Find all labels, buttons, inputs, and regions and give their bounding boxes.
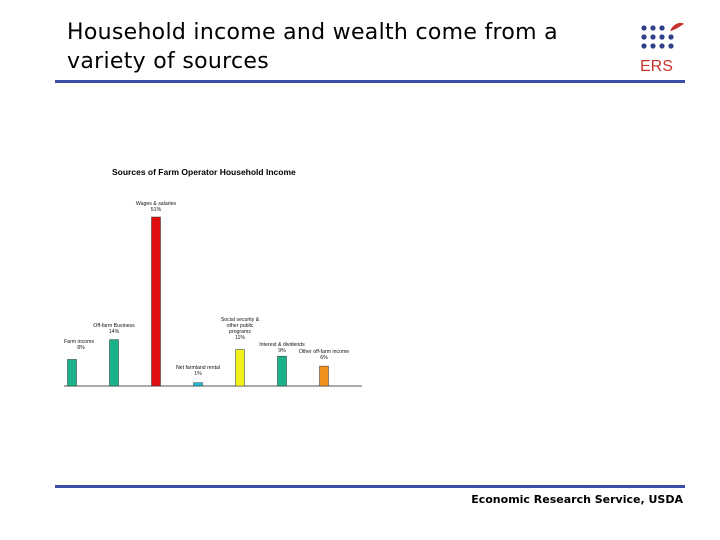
value-label-1: 8% <box>77 345 85 351</box>
category-label-7: Other off-farm income <box>299 349 349 355</box>
ers-logo-text: ERS <box>640 58 673 75</box>
value-label-2: 14% <box>109 329 120 335</box>
footer-divider <box>55 485 685 488</box>
bar-2 <box>109 339 119 387</box>
category-label-1: Farm income <box>64 339 94 345</box>
value-label-7: 6% <box>320 355 328 361</box>
bar-7 <box>319 365 329 387</box>
chart-title: Sources of Farm Operator Household Incom… <box>112 167 296 177</box>
value-label-5: 11% <box>235 335 245 341</box>
category-label-6: Interest & dividends <box>259 342 305 348</box>
bar-3 <box>151 216 161 387</box>
slide-title: Household income and wealth come from a … <box>67 20 558 74</box>
bar-5 <box>235 349 245 387</box>
title-divider <box>55 80 685 83</box>
value-label-6: 9% <box>278 348 286 354</box>
value-label-3: 51% <box>151 207 162 213</box>
category-label-3: Wages & salaries <box>136 201 177 207</box>
bar-1 <box>67 359 77 387</box>
category-label-4: Net farmland rental <box>176 365 220 371</box>
value-label-4: 1% <box>194 371 202 377</box>
footer-text: Economic Research Service, USDA <box>471 493 683 506</box>
bar-6 <box>277 355 287 387</box>
bar-4 <box>193 382 203 387</box>
ers-logo-icon <box>641 22 684 49</box>
category-label-2: Off-farm Business <box>93 323 135 329</box>
category-label-5: Social security & other public programs <box>221 317 260 335</box>
